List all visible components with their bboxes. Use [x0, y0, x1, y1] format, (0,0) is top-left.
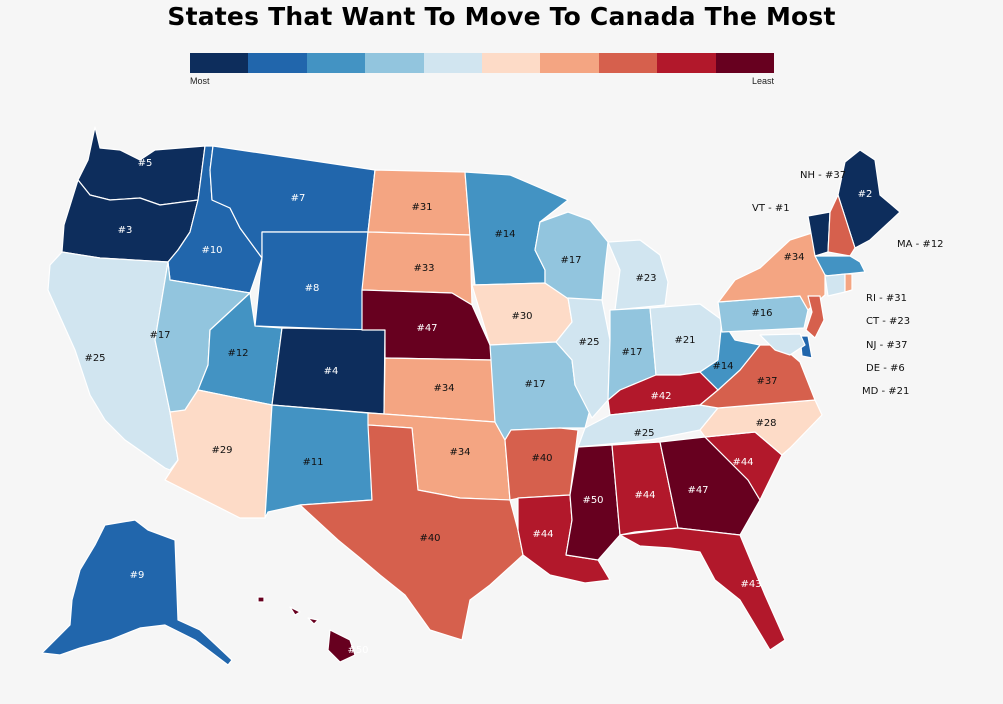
state-label-tn: #25: [633, 428, 654, 439]
state-nj[interactable]: [805, 295, 825, 339]
legend-swatch: [248, 53, 307, 73]
state-label-id: #10: [201, 245, 222, 256]
state-label-fl: #43: [740, 579, 761, 590]
state-label-wv: #14: [712, 361, 733, 372]
side-label-de: DE - #6: [866, 363, 905, 374]
state-label-in: #17: [621, 347, 642, 358]
state-label-ky: #42: [650, 391, 671, 402]
state-label-co: #4: [324, 366, 339, 377]
state-label-mi: #23: [635, 273, 656, 284]
legend-swatch: [540, 53, 599, 73]
side-label-vt: VT - #1: [752, 203, 790, 214]
state-label-or: #3: [118, 225, 133, 236]
side-label-ri: RI - #31: [866, 293, 907, 304]
state-ca[interactable]: [47, 251, 179, 471]
state-wy[interactable]: [254, 231, 369, 331]
state-ma[interactable]: [814, 255, 866, 277]
state-label-ny: #34: [783, 252, 804, 263]
state-label-az: #29: [211, 445, 232, 456]
side-label-nj: NJ - #37: [866, 340, 908, 351]
legend-swatch: [423, 53, 483, 73]
state-label-nv: #17: [149, 330, 170, 341]
state-ct[interactable]: [824, 273, 846, 297]
state-label-oh: #21: [674, 335, 695, 346]
state-label-sd: #33: [413, 263, 434, 274]
state-ri[interactable]: [844, 273, 853, 293]
state-label-va: #37: [756, 376, 777, 387]
color-legend: [190, 53, 775, 73]
legend-swatch: [365, 53, 424, 73]
state-ar[interactable]: [504, 427, 579, 501]
state-label-nc: #28: [755, 418, 776, 429]
state-label-ak: #9: [130, 570, 145, 581]
state-mi[interactable]: [607, 239, 669, 311]
state-label-nd: #31: [411, 202, 432, 213]
state-ak[interactable]: [41, 519, 233, 666]
state-label-ms: #50: [582, 495, 603, 506]
state-label-al: #44: [634, 490, 655, 501]
legend-swatch: [657, 53, 716, 73]
state-label-ga: #47: [687, 485, 708, 496]
map-title: States That Want To Move To Canada The M…: [167, 2, 836, 31]
legend-low-label: Most: [190, 76, 210, 86]
state-md[interactable]: [759, 333, 806, 356]
state-label-mt: #7: [291, 193, 306, 204]
state-label-wi: #17: [560, 255, 581, 266]
state-label-hi: #50: [347, 645, 368, 656]
state-nh[interactable]: [827, 194, 856, 257]
legend-swatch: [715, 53, 775, 73]
legend-swatch: [482, 53, 541, 73]
state-label-ks: #34: [433, 383, 454, 394]
state-label-wy: #8: [305, 283, 320, 294]
side-label-ma: MA - #12: [897, 239, 944, 250]
legend-swatch: [306, 53, 366, 73]
state-wv[interactable]: [699, 319, 761, 391]
state-label-ca: #25: [84, 353, 105, 364]
side-label-md: MD - #21: [862, 386, 910, 397]
state-label-pa: #16: [751, 308, 772, 319]
legend-high-label: Least: [752, 76, 775, 86]
state-fl[interactable]: [619, 527, 786, 651]
state-hi[interactable]: [257, 596, 356, 663]
state-label-mo: #17: [524, 379, 545, 390]
state-me[interactable]: [837, 149, 901, 249]
side-label-nh: NH - #37: [800, 170, 847, 181]
state-label-ia: #30: [511, 311, 532, 322]
state-label-il: #25: [578, 337, 599, 348]
legend-swatch: [190, 53, 249, 73]
state-label-nm: #11: [302, 457, 323, 468]
legend-swatch: [598, 53, 658, 73]
state-label-ar: #40: [531, 453, 552, 464]
state-label-ok: #34: [449, 447, 470, 458]
state-label-me: #2: [858, 189, 873, 200]
side-label-ct: CT - #23: [866, 316, 911, 327]
state-label-sc: #44: [732, 457, 753, 468]
state-label-ne: #47: [416, 323, 437, 334]
state-label-la: #44: [532, 529, 553, 540]
state-tx[interactable]: [299, 424, 524, 641]
state-label-ut: #12: [227, 348, 248, 359]
state-il[interactable]: [555, 297, 611, 419]
state-label-mn: #14: [494, 229, 515, 240]
state-label-wa: #5: [138, 158, 153, 169]
state-label-tx: #40: [419, 533, 440, 544]
